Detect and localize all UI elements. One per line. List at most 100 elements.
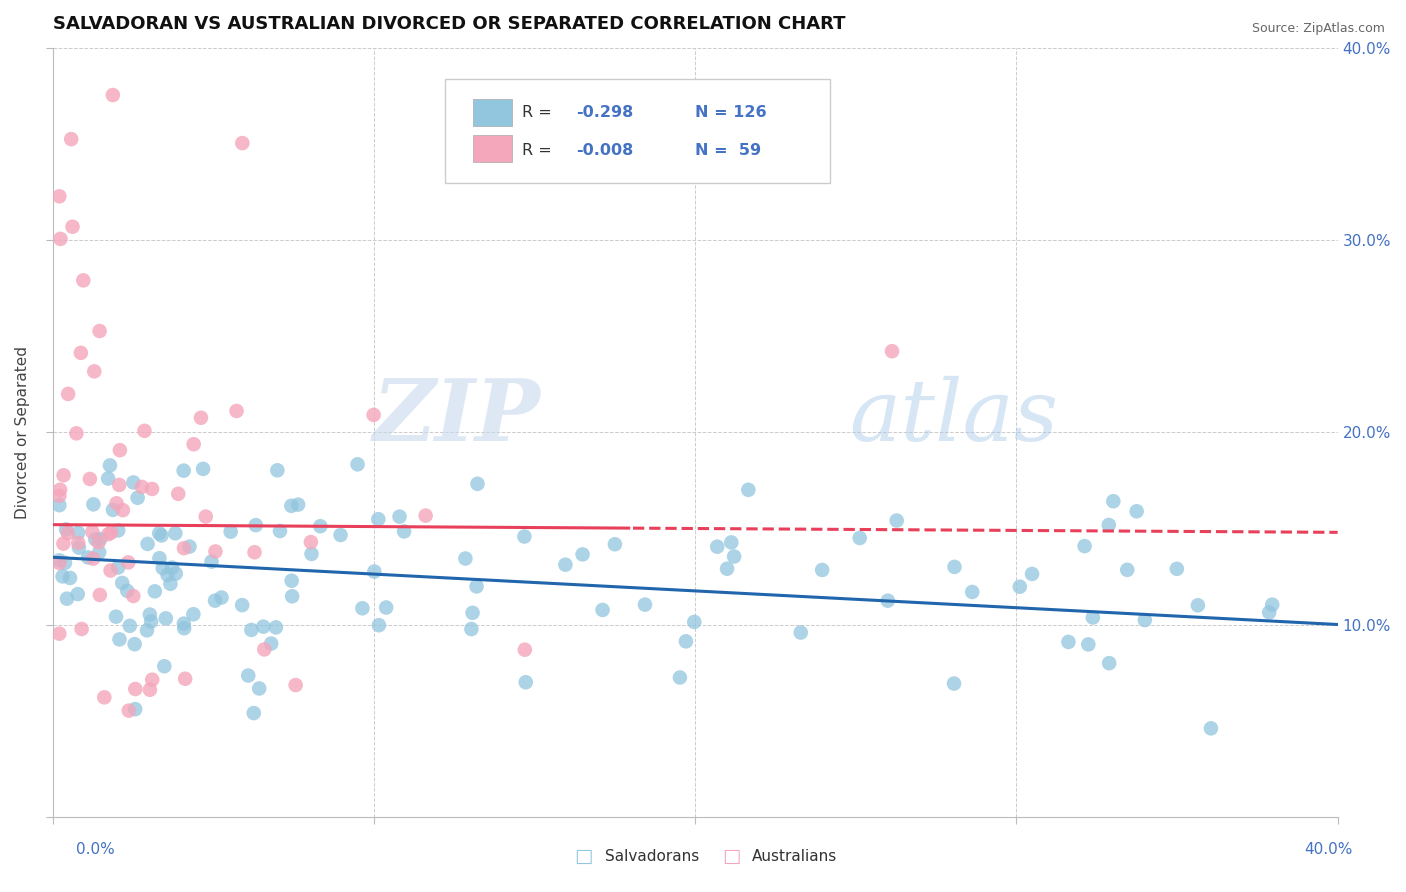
Point xyxy=(143,584,166,599)
FancyBboxPatch shape xyxy=(472,99,512,126)
Point xyxy=(200,555,222,569)
Point xyxy=(368,618,391,632)
Point xyxy=(89,545,111,559)
Point xyxy=(1102,494,1125,508)
Point xyxy=(66,587,89,601)
Point xyxy=(231,136,253,150)
Point xyxy=(943,560,966,574)
Point xyxy=(352,601,374,615)
Point xyxy=(97,471,120,485)
Point xyxy=(108,443,131,458)
Point xyxy=(191,462,214,476)
Point xyxy=(139,607,162,622)
Point xyxy=(48,489,70,503)
Point xyxy=(554,558,576,572)
Text: N = 126: N = 126 xyxy=(696,104,766,120)
Point xyxy=(1073,539,1095,553)
Point xyxy=(52,468,75,483)
Point xyxy=(242,706,264,720)
Point xyxy=(124,702,146,716)
Point xyxy=(101,503,124,517)
Point xyxy=(51,569,73,583)
Point xyxy=(139,682,162,697)
Point xyxy=(60,132,83,146)
Point xyxy=(513,529,536,543)
Point xyxy=(460,622,482,636)
Text: 0.0%: 0.0% xyxy=(76,842,115,856)
Point xyxy=(173,616,195,631)
Point xyxy=(375,600,398,615)
Point xyxy=(716,562,738,576)
Point xyxy=(70,622,93,636)
Point xyxy=(240,623,263,637)
Point xyxy=(238,668,260,682)
Text: N =  59: N = 59 xyxy=(696,143,762,158)
Point xyxy=(281,589,304,603)
Point xyxy=(454,551,477,566)
Point xyxy=(603,537,626,551)
Point xyxy=(111,575,134,590)
Point xyxy=(284,678,307,692)
Point xyxy=(67,541,90,555)
Point xyxy=(253,642,276,657)
Point xyxy=(48,189,70,203)
Point xyxy=(107,524,129,538)
Point xyxy=(108,632,131,647)
Point xyxy=(194,509,217,524)
Point xyxy=(280,574,302,588)
Point xyxy=(266,463,288,477)
Point xyxy=(122,589,145,603)
Point xyxy=(156,568,179,582)
Point xyxy=(97,527,120,541)
Point xyxy=(225,404,247,418)
Point xyxy=(59,571,82,585)
Text: Source: ZipAtlas.com: Source: ZipAtlas.com xyxy=(1251,22,1385,36)
Text: SALVADORAN VS AUSTRALIAN DIVORCED OR SEPARATED CORRELATION CHART: SALVADORAN VS AUSTRALIAN DIVORCED OR SEP… xyxy=(53,15,845,33)
Point xyxy=(1125,504,1147,518)
Point xyxy=(87,535,110,549)
Point xyxy=(204,593,226,607)
Point xyxy=(105,609,128,624)
Point xyxy=(1057,635,1080,649)
Point xyxy=(173,464,195,478)
Point xyxy=(1187,599,1209,613)
Point xyxy=(105,496,128,510)
Point xyxy=(287,498,309,512)
Point xyxy=(1021,566,1043,581)
Point xyxy=(139,615,162,629)
Point xyxy=(167,487,190,501)
Point xyxy=(136,537,159,551)
Point xyxy=(141,673,163,687)
Point xyxy=(634,598,657,612)
Point xyxy=(159,576,181,591)
Point xyxy=(127,491,149,505)
Point xyxy=(720,535,742,549)
Point xyxy=(675,634,697,648)
Point xyxy=(415,508,437,523)
Point xyxy=(264,620,287,634)
Point xyxy=(245,518,267,533)
Point xyxy=(48,556,70,570)
Point xyxy=(118,704,141,718)
Point xyxy=(592,603,614,617)
Point xyxy=(179,540,201,554)
Point xyxy=(392,524,415,539)
Point xyxy=(89,324,111,338)
Text: R =: R = xyxy=(522,104,557,120)
Point xyxy=(67,536,90,550)
Point xyxy=(367,512,389,526)
Point xyxy=(173,621,195,635)
Point xyxy=(1133,613,1156,627)
Point xyxy=(467,476,489,491)
Point xyxy=(117,555,139,569)
Point xyxy=(243,545,266,559)
Point xyxy=(299,535,322,549)
Point xyxy=(269,524,291,538)
Point xyxy=(252,620,274,634)
Point xyxy=(1258,606,1281,620)
Point xyxy=(706,540,728,554)
Point xyxy=(174,672,197,686)
Point xyxy=(1261,598,1284,612)
Point xyxy=(79,472,101,486)
FancyBboxPatch shape xyxy=(444,79,830,183)
